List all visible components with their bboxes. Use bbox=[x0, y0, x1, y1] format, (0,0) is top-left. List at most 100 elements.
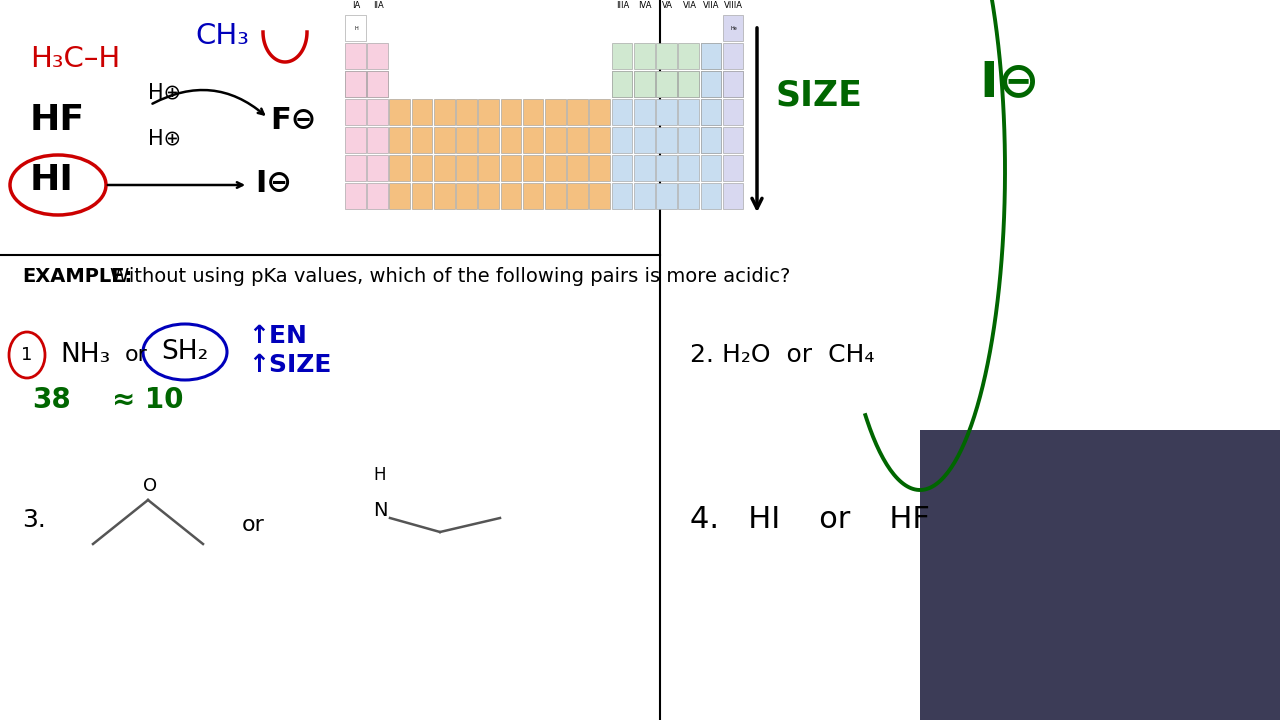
Bar bbox=[567, 155, 588, 181]
Text: SH₂: SH₂ bbox=[161, 339, 209, 365]
Bar bbox=[500, 99, 521, 125]
Bar bbox=[479, 99, 499, 125]
Text: EXAMPLE:: EXAMPLE: bbox=[22, 266, 132, 286]
Bar bbox=[412, 183, 433, 209]
Text: O: O bbox=[143, 477, 157, 495]
Bar bbox=[389, 155, 410, 181]
Bar bbox=[678, 71, 699, 97]
Bar bbox=[612, 43, 632, 69]
Bar bbox=[657, 99, 677, 125]
Bar bbox=[567, 99, 588, 125]
Bar bbox=[434, 183, 454, 209]
Bar bbox=[389, 183, 410, 209]
Text: NH₃: NH₃ bbox=[60, 342, 110, 368]
Bar bbox=[456, 99, 476, 125]
Bar bbox=[500, 183, 521, 209]
Bar bbox=[346, 127, 366, 153]
Bar bbox=[678, 183, 699, 209]
Text: H: H bbox=[355, 27, 358, 32]
Text: Without using pKa values, which of the following pairs is more acidic?: Without using pKa values, which of the f… bbox=[110, 266, 790, 286]
Bar bbox=[434, 99, 454, 125]
Text: H: H bbox=[374, 466, 387, 484]
Bar bbox=[545, 155, 566, 181]
Bar bbox=[346, 99, 366, 125]
Bar bbox=[412, 155, 433, 181]
Bar bbox=[700, 183, 721, 209]
Bar bbox=[412, 99, 433, 125]
Bar bbox=[678, 99, 699, 125]
Bar bbox=[634, 43, 654, 69]
Bar bbox=[657, 127, 677, 153]
Bar bbox=[545, 127, 566, 153]
Bar bbox=[657, 71, 677, 97]
Bar bbox=[389, 99, 410, 125]
Text: ↑SIZE: ↑SIZE bbox=[248, 353, 332, 377]
Bar bbox=[723, 71, 744, 97]
Text: IVA: IVA bbox=[639, 1, 652, 10]
Bar bbox=[389, 127, 410, 153]
Bar bbox=[590, 183, 611, 209]
Bar bbox=[367, 155, 388, 181]
Text: I⊖: I⊖ bbox=[255, 168, 292, 197]
Bar bbox=[612, 155, 632, 181]
Text: 3.: 3. bbox=[22, 508, 46, 532]
Bar bbox=[590, 155, 611, 181]
Bar bbox=[723, 127, 744, 153]
Bar bbox=[634, 183, 654, 209]
Bar bbox=[634, 99, 654, 125]
Text: or: or bbox=[125, 345, 148, 365]
Bar bbox=[700, 127, 721, 153]
Bar bbox=[700, 155, 721, 181]
Bar bbox=[500, 127, 521, 153]
Bar bbox=[634, 155, 654, 181]
Bar bbox=[367, 183, 388, 209]
Bar bbox=[367, 127, 388, 153]
Text: ≈ 10: ≈ 10 bbox=[113, 386, 184, 414]
Bar bbox=[590, 99, 611, 125]
Bar bbox=[522, 127, 544, 153]
Text: H⊕: H⊕ bbox=[148, 82, 182, 102]
Bar bbox=[657, 43, 677, 69]
Bar bbox=[367, 43, 388, 69]
Text: 4.   HI    or    HF: 4. HI or HF bbox=[690, 505, 929, 534]
Bar bbox=[346, 71, 366, 97]
Bar bbox=[346, 71, 366, 97]
Bar bbox=[700, 43, 721, 69]
Bar bbox=[723, 71, 744, 97]
Text: F⊖: F⊖ bbox=[270, 106, 316, 135]
Bar bbox=[723, 183, 744, 209]
Text: IA: IA bbox=[352, 1, 360, 10]
Text: IIIA: IIIA bbox=[616, 1, 630, 10]
Bar bbox=[567, 183, 588, 209]
Text: VIIA: VIIA bbox=[704, 1, 719, 10]
Bar bbox=[434, 155, 454, 181]
Text: VIA: VIA bbox=[682, 1, 696, 10]
Bar bbox=[545, 99, 566, 125]
Text: SIZE: SIZE bbox=[774, 78, 861, 112]
Text: VIIIA: VIIIA bbox=[724, 1, 744, 10]
Bar bbox=[723, 99, 744, 125]
Text: HF: HF bbox=[29, 103, 86, 137]
Bar bbox=[479, 183, 499, 209]
Bar bbox=[612, 127, 632, 153]
Bar bbox=[700, 99, 721, 125]
Bar bbox=[367, 99, 388, 125]
Bar bbox=[634, 127, 654, 153]
Text: or: or bbox=[242, 515, 265, 535]
Bar bbox=[723, 155, 744, 181]
Text: 38: 38 bbox=[32, 386, 72, 414]
Bar bbox=[678, 43, 699, 69]
Text: I⊖: I⊖ bbox=[979, 58, 1041, 106]
Bar bbox=[700, 43, 721, 69]
Text: H₃C–H: H₃C–H bbox=[29, 45, 120, 73]
Bar bbox=[500, 155, 521, 181]
Bar bbox=[456, 183, 476, 209]
Bar bbox=[434, 127, 454, 153]
Text: 1: 1 bbox=[22, 346, 33, 364]
Bar bbox=[657, 71, 677, 97]
Text: 2. H₂O  or  CH₄: 2. H₂O or CH₄ bbox=[690, 343, 874, 367]
Text: He: He bbox=[731, 27, 737, 32]
Bar bbox=[522, 183, 544, 209]
Bar bbox=[590, 127, 611, 153]
Bar bbox=[479, 127, 499, 153]
